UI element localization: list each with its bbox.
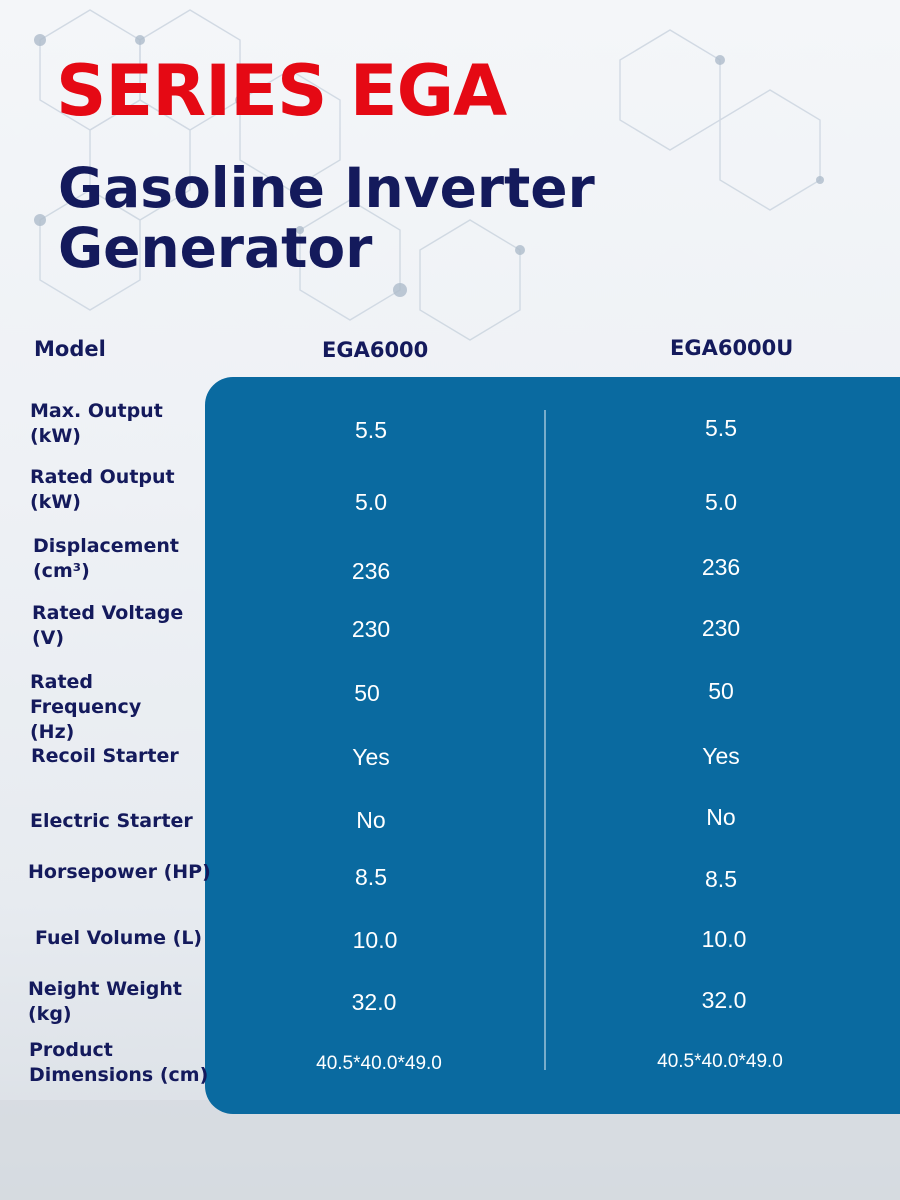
column-divider [544, 410, 546, 1070]
spec-label-line1: Displacement [33, 535, 179, 557]
spec-label: Recoil Starter [31, 745, 179, 767]
spec-value-ega6000: 230 [351, 616, 391, 642]
spec-value-ega6000u: 10.0 [701, 926, 747, 952]
spec-value-ega6000u: 32.0 [701, 987, 747, 1013]
spec-label: Max. Output (kW) [30, 399, 210, 449]
spec-value-ega6000: 50 [354, 680, 380, 706]
spec-label-line2: (kW) [30, 425, 81, 447]
spec-label: Fuel Volume (L) [35, 927, 203, 949]
spec-label: Product Dimensions (cm) [29, 1038, 219, 1088]
spec-label-line2: (V) [32, 627, 65, 649]
spec-value-ega6000: 40.5*40.0*49.0 [316, 1053, 442, 1074]
spec-value-ega6000u: No [706, 804, 736, 830]
spec-value-ega6000u: 50 [708, 678, 734, 704]
spec-label-line2: Dimensions (cm) [29, 1064, 209, 1086]
spec-value-ega6000: 10.0 [352, 927, 398, 953]
spec-label: Horsepower (HP) [28, 861, 211, 883]
spec-label-line1: Product [29, 1039, 113, 1061]
spec-value-ega6000u: 230 [701, 615, 741, 641]
spec-value-ega6000: 8.5 [355, 864, 387, 890]
spec-value-ega6000: 5.5 [355, 417, 387, 443]
spec-panel [205, 377, 900, 1114]
spec-value-ega6000: No [356, 807, 386, 833]
spec-value-ega6000u: 8.5 [705, 866, 737, 892]
spec-value-ega6000: Yes [352, 744, 390, 770]
spec-label: Rated Frequency (Hz) [30, 670, 210, 745]
spec-label-line1: Neight Weight [28, 978, 183, 1000]
spec-label-line1: Rated Frequency [30, 671, 142, 718]
spec-value-ega6000: 32.0 [351, 989, 397, 1015]
product-title-line1: Gasoline Inverter [58, 156, 595, 220]
header-model-ega6000: EGA6000 [322, 338, 429, 362]
spec-label: Displacement (cm³) [33, 534, 213, 584]
spec-label: Rated Output (kW) [30, 465, 210, 515]
spec-label-line2: (kg) [28, 1003, 72, 1025]
spec-label: Rated Voltage (V) [32, 601, 212, 651]
product-title-line2: Generator [58, 216, 373, 280]
spec-label: Neight Weight (kg) [28, 977, 208, 1027]
header-model-ega6000u: EGA6000U [670, 336, 794, 360]
spec-value-ega6000: 5.0 [355, 489, 387, 515]
series-title: SERIES EGA [56, 50, 507, 132]
header-model-label: Model [34, 337, 106, 361]
spec-value-ega6000u: Yes [702, 743, 740, 769]
spec-value-ega6000: 236 [351, 558, 391, 584]
spec-value-ega6000u: 5.5 [705, 415, 737, 441]
spec-value-ega6000u: 40.5*40.0*49.0 [657, 1051, 783, 1072]
spec-label: Electric Starter [30, 810, 193, 832]
product-title: Gasoline Inverter Generator [58, 158, 595, 278]
spec-label-line1: Rated Output [30, 466, 175, 488]
spec-label-line1: Max. Output [30, 400, 163, 422]
spec-value-ega6000u: 236 [701, 554, 741, 580]
spec-label-line2: (cm³) [33, 560, 90, 582]
spec-value-ega6000u: 5.0 [705, 489, 737, 515]
spec-label-line1: Rated Voltage [32, 602, 184, 624]
spec-label-line2: (kW) [30, 491, 81, 513]
spec-label-line2: (Hz) [30, 721, 75, 743]
